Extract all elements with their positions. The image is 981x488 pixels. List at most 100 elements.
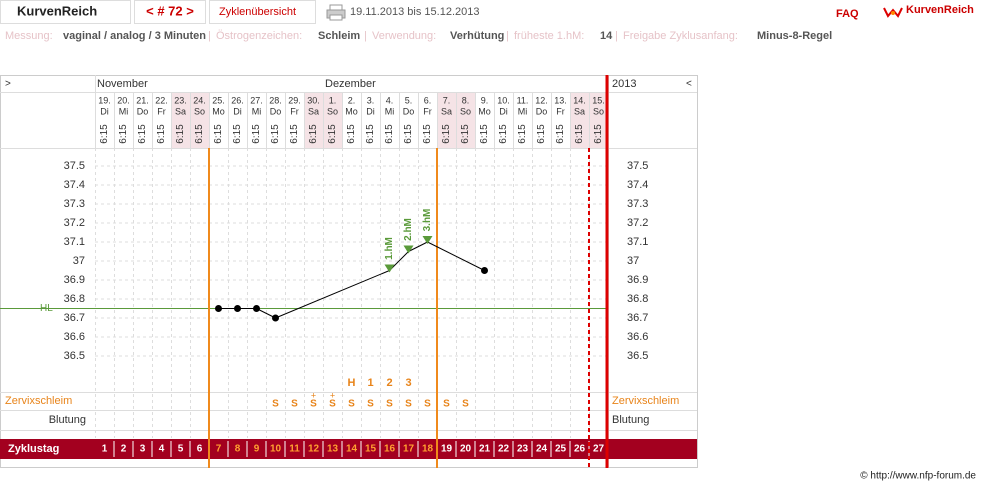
cycle-day: 13 [327, 444, 339, 455]
hm-marker [384, 264, 395, 273]
peak-count: 3 [405, 377, 411, 389]
cycle-nav[interactable]: < # 72 > [146, 3, 194, 18]
peak-count: H [348, 377, 356, 389]
day-number: 3. [367, 95, 375, 105]
day-number: 8. [462, 95, 470, 105]
day-number: 21. [136, 95, 149, 105]
weekday: Mo [212, 106, 225, 116]
weekday: Sa [574, 106, 585, 116]
temp-point [272, 314, 279, 322]
cycle-label: Zyklustag [8, 443, 59, 455]
cervix-mark: S [462, 399, 469, 410]
brand-box [0, 0, 131, 24]
cycle-day: 22 [498, 444, 510, 455]
measure-time: 6:15 [327, 124, 338, 144]
measure-time: 6:15 [156, 124, 167, 144]
measure-time: 6:15 [137, 124, 148, 144]
cycle-day: 26 [574, 444, 586, 455]
cycle-day: 19 [441, 444, 453, 455]
info-label: Verwendung: [372, 30, 436, 42]
day-number: 19. [98, 95, 111, 105]
day-number: 4. [386, 95, 394, 105]
cervix-mark: S [329, 399, 336, 410]
cervix-mark: S [367, 399, 374, 410]
info-separator: | [208, 30, 211, 42]
temp-segment [256, 308, 276, 319]
measure-time: 6:15 [251, 124, 262, 144]
measure-time: 6:15 [422, 124, 433, 144]
weekday: Do [270, 106, 282, 116]
cycle-day: 2 [121, 444, 127, 455]
day-number: 20. [117, 95, 130, 105]
info-value: Verhütung [450, 30, 504, 42]
weekday: So [460, 106, 471, 116]
peak-count: 1 [367, 377, 373, 389]
day-number: 25. [212, 95, 225, 105]
y-tick-label-right: 36.6 [627, 331, 648, 343]
peak-count: 2 [386, 377, 392, 389]
weekday: Fr [423, 106, 432, 116]
hm-marker [403, 245, 414, 254]
weekday: Fr [157, 106, 166, 116]
day-number: 2. [348, 95, 356, 105]
hm-label: 3.hM [422, 209, 433, 232]
day-number: 27. [250, 95, 263, 105]
nav-box[interactable] [134, 0, 206, 24]
measure-time: 6:15 [270, 124, 281, 144]
cervix-mark: S [386, 399, 393, 410]
day-number: 11. [517, 95, 529, 105]
measure-time: 6:15 [498, 124, 509, 144]
footer: © http://www.nfp-forum.de [860, 471, 976, 482]
date-range: 19.11.2013 bis 15.12.2013 [350, 6, 479, 18]
info-label: früheste 1.hM: [514, 30, 584, 42]
weekday: Mi [252, 106, 262, 116]
y-tick-label-right: 37.1 [627, 236, 648, 248]
weekend-shade [171, 92, 190, 148]
weekend-shade [437, 92, 456, 148]
cervix-mark: S [348, 399, 355, 410]
day-number: 14. [573, 95, 586, 105]
cycle-band [0, 439, 697, 459]
cervix-label-right: Zervixschleim [612, 395, 679, 407]
day-number: 12. [535, 95, 548, 105]
cycle-day: 6 [197, 444, 203, 455]
day-number: 26. [231, 95, 244, 105]
cycle-day: 20 [460, 444, 472, 455]
printer-icon[interactable] [326, 4, 346, 21]
cycle-day: 8 [235, 444, 241, 455]
faq-link[interactable]: FAQ [836, 8, 859, 20]
y-tick-label: 37.1 [64, 236, 85, 248]
temp-point [215, 305, 222, 312]
cervix-plus: + [330, 390, 335, 400]
bleeding-label: Blutung [49, 414, 86, 426]
info-label: Östrogenzeichen: [216, 30, 302, 42]
y-tick-label-right: 37.3 [627, 198, 648, 210]
logo-icon [883, 7, 903, 18]
cycle-day: 17 [403, 444, 415, 455]
weekday: Mi [119, 106, 129, 116]
weekday: Mo [345, 106, 358, 116]
hm-label: 2.hM [403, 218, 414, 241]
day-number: 24. [193, 95, 206, 105]
overview-link[interactable]: Zyklenübersicht [219, 6, 296, 18]
overview-box[interactable] [209, 0, 316, 24]
y-tick-label: 37.3 [64, 198, 85, 210]
y-tick-label: 36.6 [64, 331, 85, 343]
cycle-day: 16 [384, 444, 396, 455]
day-number: 10. [497, 95, 510, 105]
weekend-shade [456, 92, 475, 148]
temp-point [253, 305, 260, 312]
day-number: 13. [554, 95, 567, 105]
cycle-day: 24 [536, 444, 548, 455]
y-tick-label: 36.5 [64, 350, 85, 362]
measure-time: 6:15 [517, 124, 528, 144]
weekend-shade [589, 92, 608, 148]
measure-time: 6:15 [403, 124, 414, 144]
cycle-day: 9 [254, 444, 260, 455]
cycle-day: 15 [365, 444, 377, 455]
weekday: Mi [385, 106, 395, 116]
day-number: 30. [307, 95, 320, 105]
cervix-mark: S [443, 399, 450, 410]
weekday: So [194, 106, 205, 116]
